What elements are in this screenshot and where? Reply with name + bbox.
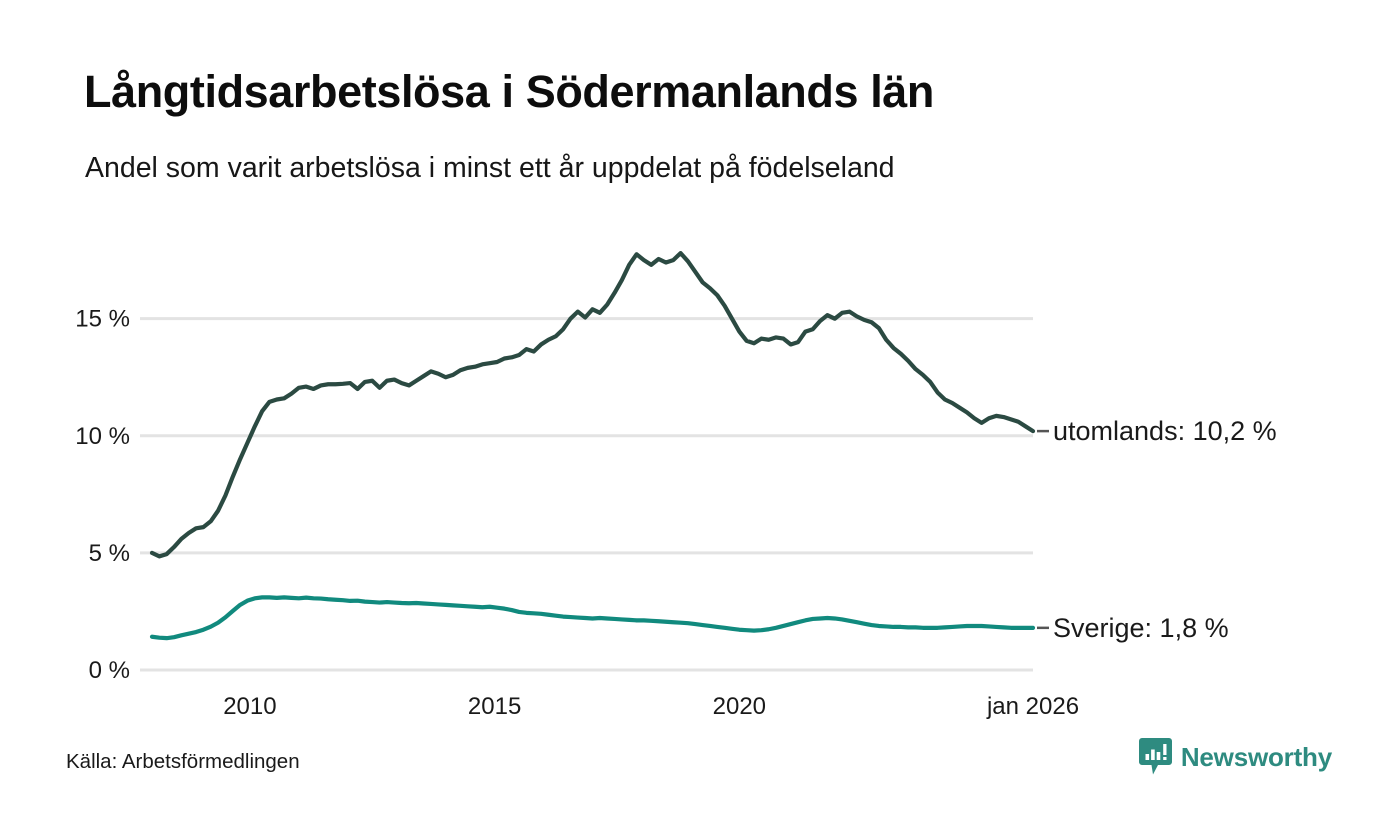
page-title: Långtidsarbetslösa i Södermanlands län [84, 66, 935, 117]
bar-chart-speech-bubble-icon [1138, 738, 1172, 775]
x-axis-tick-labels: 2010 2015 2020 jan 2026 [223, 693, 1079, 720]
series-label-sverige: Sverige: 1,8 % [1053, 613, 1229, 643]
series-label-utomlands: utomlands: 10,2 % [1053, 416, 1277, 446]
series-inline-labels: utomlands: 10,2 % Sverige: 1,8 % [1037, 416, 1277, 643]
x-axis-tick-label: jan 2026 [986, 693, 1079, 720]
series-line-utomlands [149, 251, 1036, 559]
source-note: Källa: Arbetsförmedlingen [66, 750, 300, 773]
y-axis-tick-labels: 0 % 5 % 10 % 15 % [75, 306, 130, 684]
series-lines-group [149, 251, 1036, 641]
x-axis-tick-label: 2020 [713, 693, 766, 720]
newsworthy-logo[interactable]: Newsworthy [1138, 738, 1332, 776]
y-axis-tick-label: 0 % [89, 657, 130, 684]
y-axis-tick-label: 5 % [89, 540, 130, 567]
x-axis-tick-label: 2010 [223, 693, 276, 720]
page-subtitle: Andel som varit arbetslösa i minst ett å… [85, 152, 895, 184]
series-line-sverige [149, 595, 1036, 641]
logo-wordmark: Newsworthy [1180, 742, 1332, 772]
y-axis-tick-label: 10 % [75, 423, 130, 450]
y-axis-tick-label: 15 % [75, 306, 130, 333]
x-axis-tick-label: 2015 [468, 693, 521, 720]
